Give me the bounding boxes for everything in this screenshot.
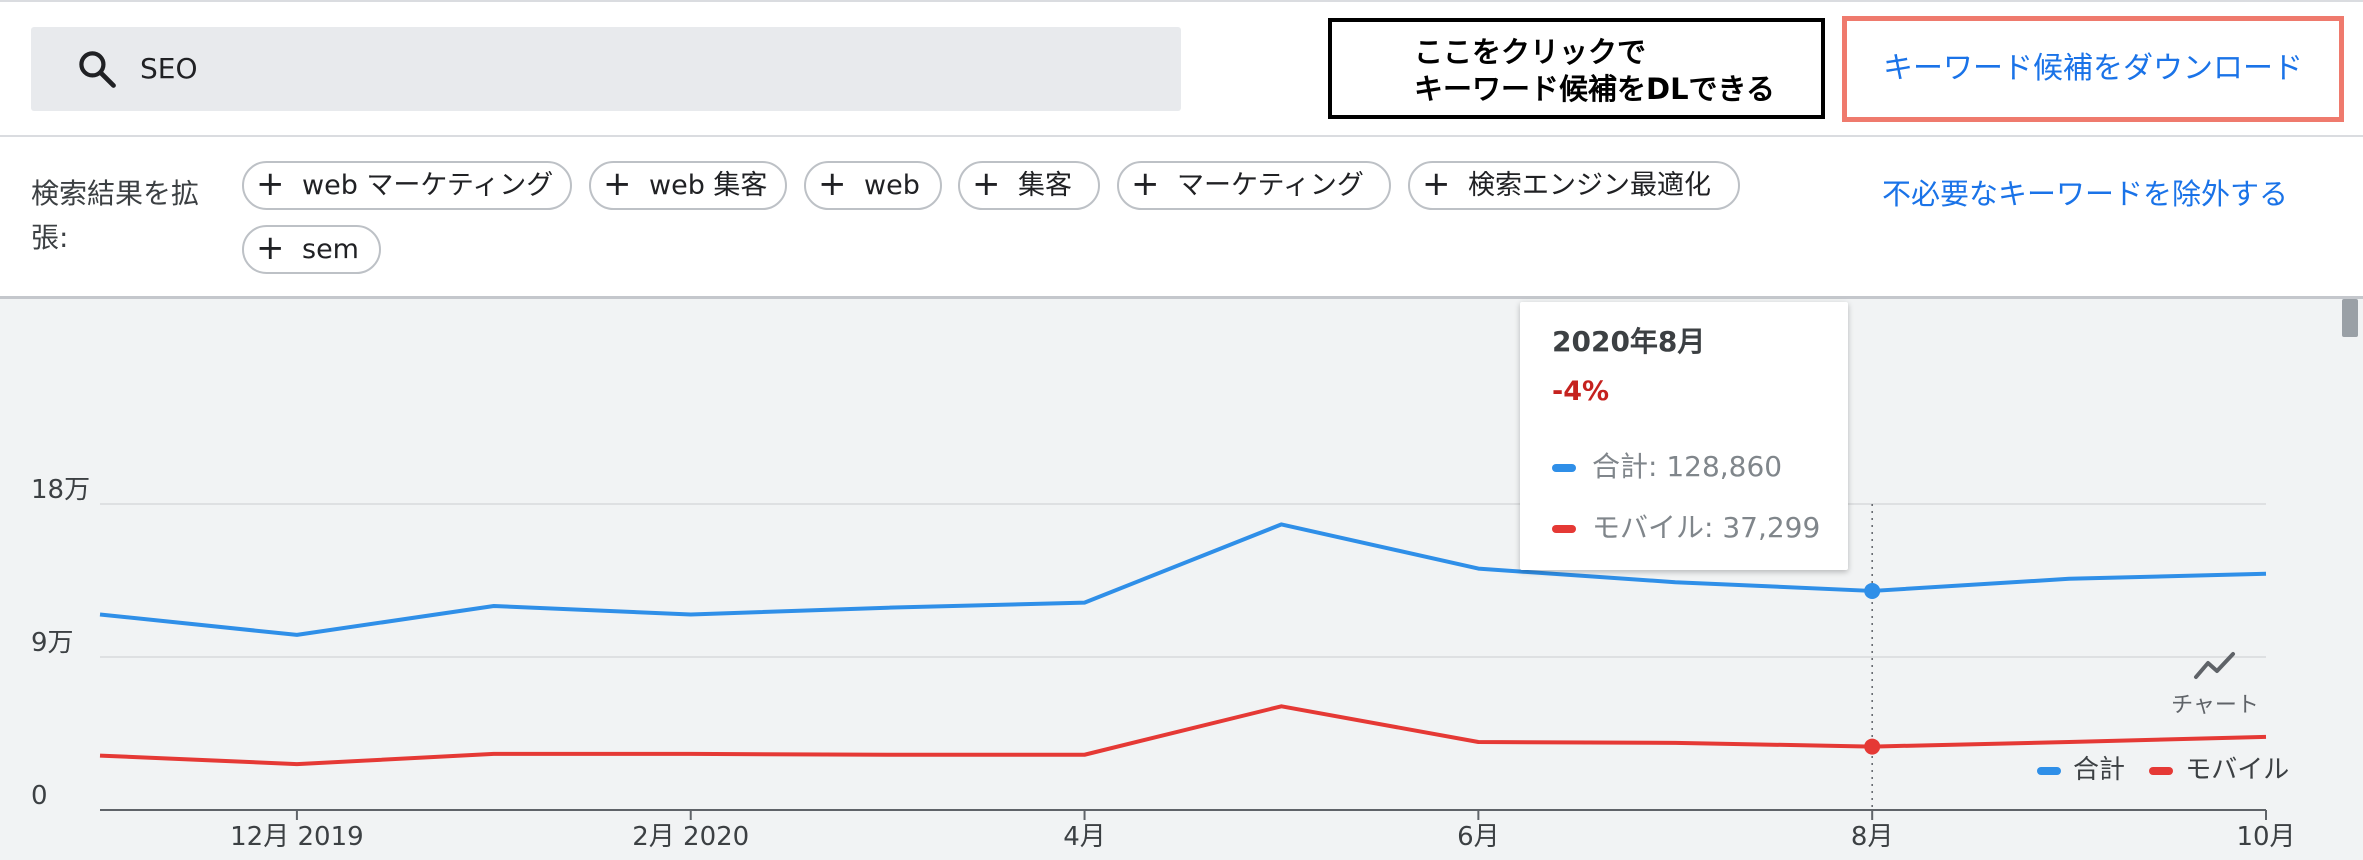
search-box[interactable]: SEO: [31, 27, 1181, 111]
tooltip-title: 2020年8月: [1552, 325, 1706, 358]
chip-label: sem: [302, 234, 359, 265]
legend-item-total[interactable]: 合計: [2037, 749, 2125, 786]
divider: [0, 296, 2363, 299]
legend-item-mobile[interactable]: モバイル: [2149, 749, 2289, 786]
plus-icon: +: [818, 164, 847, 204]
y-tick-label: 18万: [31, 475, 90, 505]
tooltip-mobile-text: モバイル: 37,299: [1592, 511, 1821, 544]
data-point-total: [1864, 582, 1881, 599]
legend-label-total: 合計: [2073, 755, 2126, 785]
chart-area: 0 9万 18万 12月 2019 2月 2020 4月 6月 8月 10月 チャート 合計 モ…: [0, 299, 2363, 860]
chip-label: web: [864, 170, 920, 201]
legend-swatch-total: [2037, 766, 2061, 775]
y-tick-label: 9万: [31, 628, 74, 658]
plus-icon: +: [256, 164, 285, 204]
download-keywords-button[interactable]: キーワード候補をダウンロード: [1842, 16, 2344, 122]
plus-icon: +: [1422, 164, 1451, 204]
legend-swatch-mobile: [2149, 766, 2174, 775]
scrollbar-thumb[interactable]: [2342, 299, 2358, 337]
x-tick-label: 12月 2019: [230, 822, 364, 852]
suggestion-chip[interactable]: + web: [804, 161, 942, 210]
plus-icon: +: [972, 164, 1001, 204]
tooltip-swatch-total: [1552, 464, 1576, 472]
search-query[interactable]: SEO: [140, 52, 198, 85]
chart-toggle-button[interactable]: チャート: [2170, 649, 2260, 719]
suggestion-chip[interactable]: + sem: [242, 225, 381, 274]
top-border: [0, 0, 2363, 2]
x-tick-label: 4月: [1063, 822, 1106, 852]
annotation-line-2: キーワード候補をDLできる: [1414, 72, 1775, 106]
tooltip-total-row: 合計: 128,860: [1552, 445, 1782, 485]
chart-legend: 合計 モバイル: [2037, 749, 2305, 786]
tooltip-mobile-row: モバイル: 37,299: [1552, 506, 1820, 546]
chart-tooltip: 2020年8月 -4% 合計: 128,860 モバイル: 37,299: [1520, 302, 1848, 570]
exclude-keywords-link[interactable]: 不必要なキーワードを除外する: [1881, 177, 2288, 211]
annotation-line-1: ここをクリックで: [1414, 35, 1647, 69]
trending-line-icon: [2194, 652, 2235, 679]
tooltip-total-text: 合計: 128,860: [1592, 450, 1783, 483]
tooltip-swatch-mobile: [1552, 525, 1576, 533]
suggestion-chip[interactable]: + 検索エンジン最適化: [1408, 161, 1740, 210]
tooltip-change: -4%: [1552, 376, 1610, 407]
chart-toggle-label: チャート: [2171, 693, 2259, 718]
x-tick-label: 2月 2020: [632, 822, 749, 852]
suggestion-chip[interactable]: + web 集客: [589, 161, 787, 210]
divider: [0, 135, 2363, 137]
suggestion-chip[interactable]: + web マーケティング: [242, 161, 572, 210]
suggestion-chip[interactable]: + 集客: [958, 161, 1100, 210]
chip-label: web 集客: [649, 170, 768, 201]
trend-chart: 0 9万 18万 12月 2019 2月 2020 4月 6月 8月 10月: [31, 475, 2296, 852]
legend-label-mobile: モバイル: [2185, 755, 2290, 785]
x-tick-label: 6月: [1457, 822, 1500, 852]
x-tick-label: 8月: [1851, 822, 1894, 852]
chip-label: web マーケティング: [302, 170, 554, 201]
search-icon: [79, 51, 116, 88]
annotation-box: ここをクリックで キーワード候補をDLできる: [1328, 18, 1825, 119]
plus-icon: +: [603, 164, 632, 204]
y-tick-label: 0: [31, 781, 48, 811]
suggestion-chip[interactable]: + マーケティング: [1117, 161, 1391, 210]
chip-label: 検索エンジン最適化: [1468, 170, 1711, 201]
series-line-total: [99, 522, 2267, 637]
chip-label: 集客: [1018, 170, 1072, 201]
series-line-mobile: [99, 704, 2267, 767]
data-point-mobile: [1864, 738, 1881, 755]
chip-label: マーケティング: [1177, 170, 1364, 201]
expand-search-label: 検索結果を拡張:: [31, 177, 200, 254]
plus-icon: +: [256, 228, 285, 268]
plus-icon: +: [1131, 164, 1160, 204]
x-tick-label: 10月: [2236, 822, 2295, 852]
